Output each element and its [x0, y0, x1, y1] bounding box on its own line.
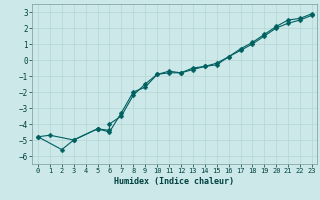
X-axis label: Humidex (Indice chaleur): Humidex (Indice chaleur)	[115, 177, 234, 186]
